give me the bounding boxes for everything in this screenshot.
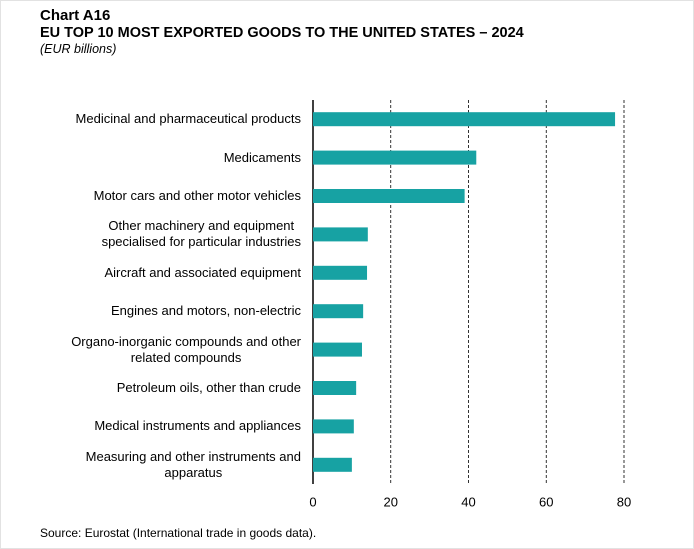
x-tick-label: 0 [309,494,316,509]
category-label: Other machinery and equipment specialise… [101,218,301,250]
category-label: Organo-inorganic compounds and other rel… [71,333,301,365]
x-tick-label: 60 [539,494,553,509]
category-label: Motor cars and other motor vehicles [93,188,301,203]
bar [313,189,465,203]
bar [313,227,368,242]
bar [313,381,357,395]
bar [313,265,368,280]
category-label: Measuring and other instruments and appa… [85,448,301,480]
x-tick-label: 20 [384,494,398,509]
x-tick-label: 80 [617,494,631,509]
source: Source: Eurostat (International trade in… [40,526,317,540]
bar [313,112,616,127]
bar [313,150,477,165]
bar [313,457,352,472]
category-label: Engines and motors, non-electric [110,303,301,319]
category-label: Medicaments [223,149,301,165]
category-label: Petroleum oils, other than crude [116,380,301,395]
bar [313,419,354,434]
category-label: Aircraft and associated equipment [104,264,301,280]
category-label: Medical instruments and appliances [94,418,301,434]
chart-subtitle: EU TOP 10 MOST EXPORTED GOODS TO THE UNI… [40,25,524,41]
x-tick-label: 40 [461,494,475,509]
bar [313,342,362,357]
category-label: Medicinal and pharmaceutical products [75,111,301,127]
chart-title: Chart A16 [40,7,111,24]
unit-label: (EUR billions) [40,42,117,56]
bar [313,304,364,319]
